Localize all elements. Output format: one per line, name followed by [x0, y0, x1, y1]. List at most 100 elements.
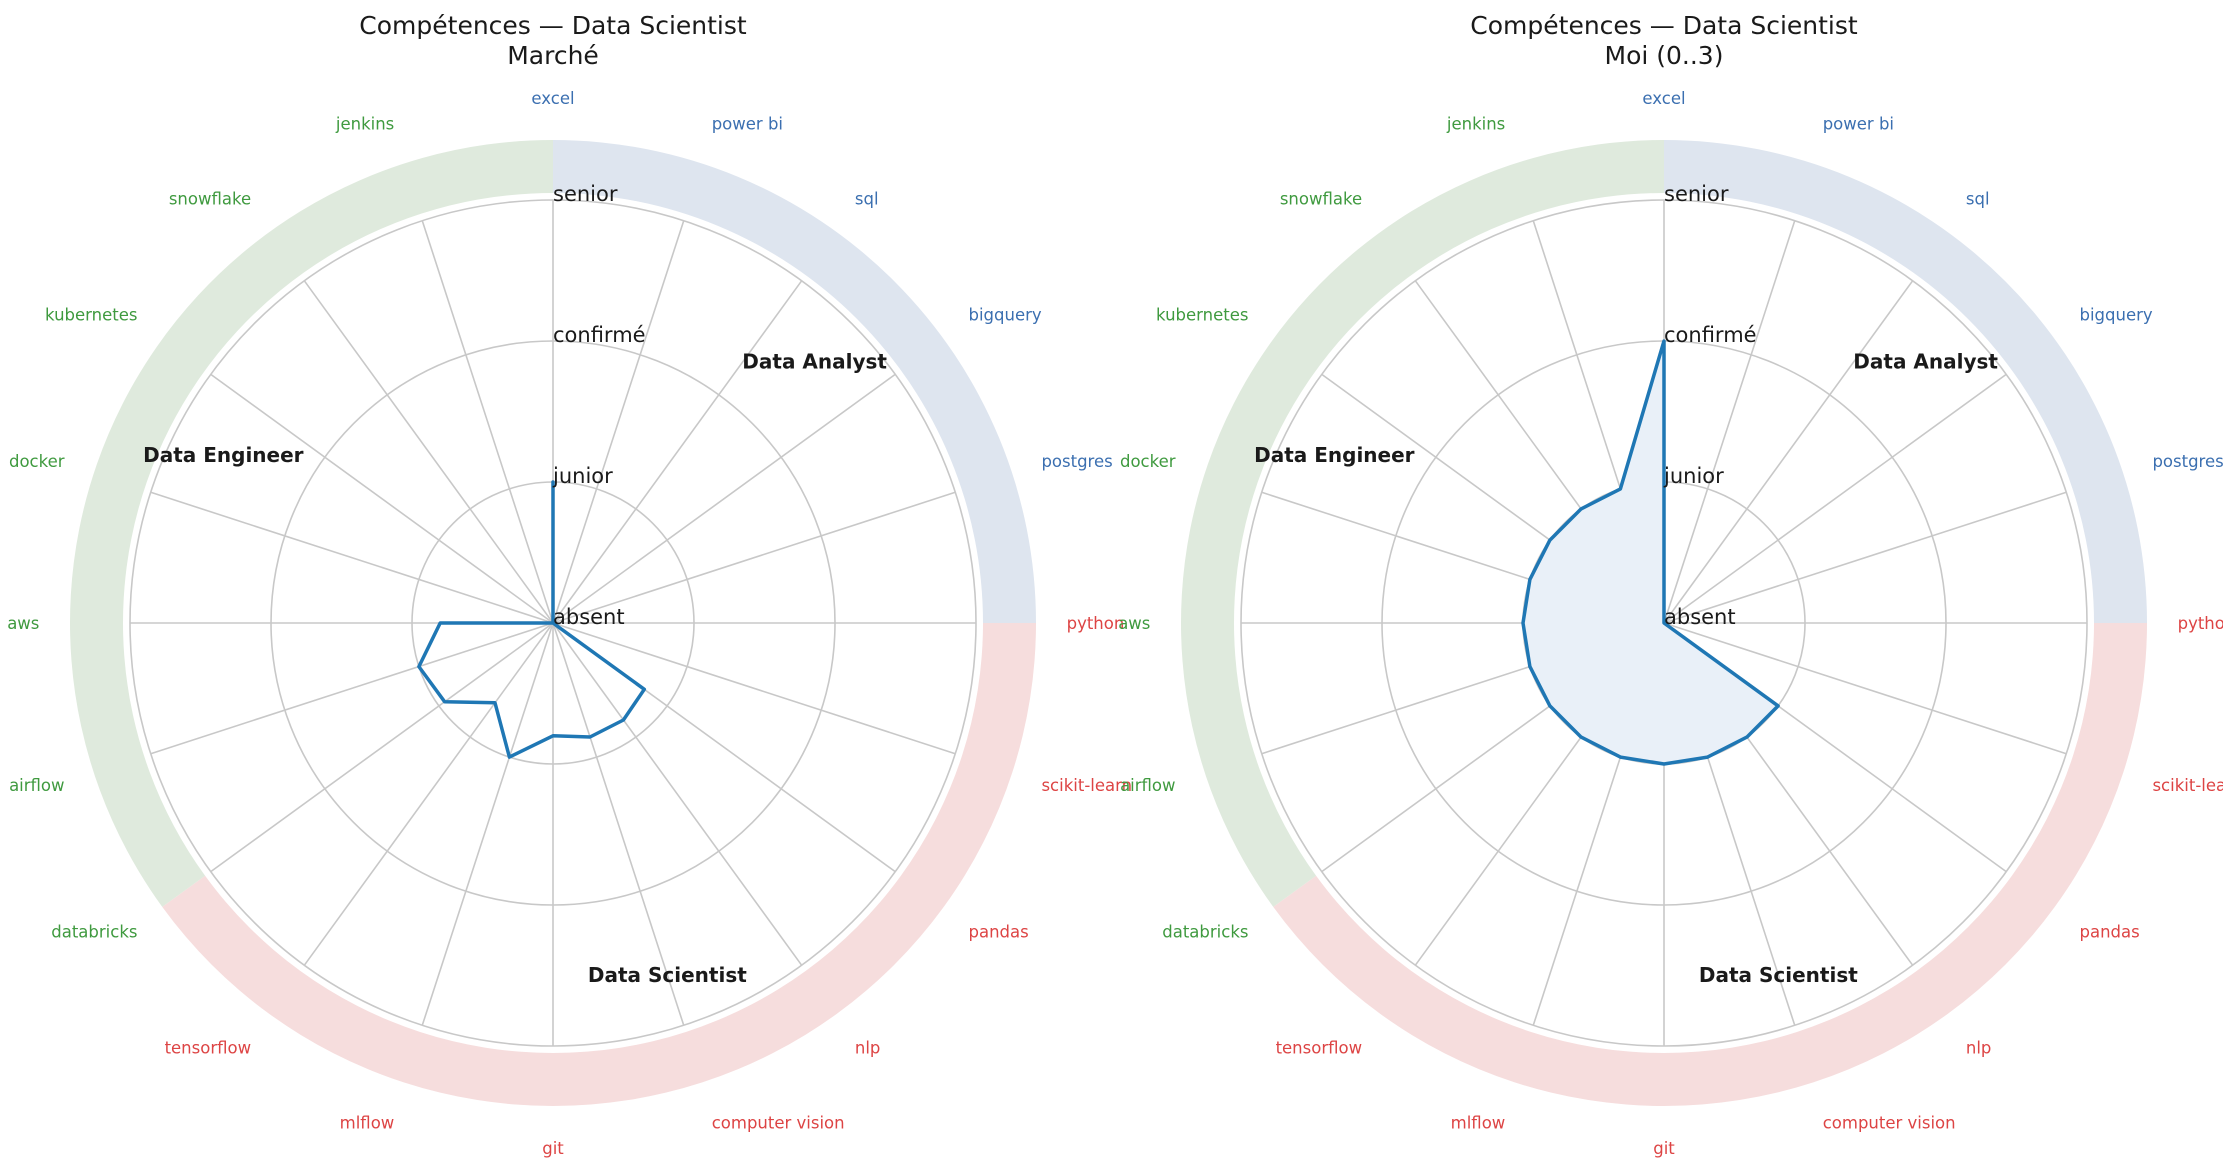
- spoke-docker: [150, 491, 554, 624]
- group-band-data-engineer: [70, 140, 554, 907]
- group-label-data-scientist: Data Scientist: [588, 963, 747, 987]
- skill-label-docker: docker: [1120, 452, 1176, 471]
- group-label-data-engineer: Data Engineer: [1254, 443, 1415, 467]
- grid-ring: [129, 199, 977, 1047]
- skill-label-mlflow: mlflow: [340, 1113, 395, 1132]
- skill-label-snowflake: snowflake: [169, 189, 251, 208]
- spoke-power-bi: [1663, 220, 1796, 624]
- skill-label-bigquery: bigquery: [969, 305, 1042, 324]
- chart-title-line2: Marché: [507, 41, 599, 70]
- skill-labels: excel power bi sql bigquery postgres python sc…: [1118, 89, 2223, 1158]
- skill-label-sql: sql: [1966, 189, 1990, 208]
- ring-label-absent: absent: [1664, 605, 1736, 629]
- skill-label-sql: sql: [855, 189, 879, 208]
- skill-label-postgres: postgres: [1041, 452, 1112, 471]
- skill-label-aws: aws: [1118, 614, 1150, 633]
- skill-label-databricks: databricks: [51, 923, 137, 942]
- chart-title-line1: Compétences — Data Scientist: [359, 11, 747, 40]
- group-labels: Data Analyst Data Scientist Data Engineer: [143, 349, 887, 987]
- spoke-tensorflow: [303, 622, 554, 966]
- skill-label-databricks: databricks: [1162, 923, 1248, 942]
- skill-label-mlflow: mlflow: [1451, 1113, 1506, 1132]
- ring-label-confirm: confirmé: [1664, 323, 1757, 347]
- ring-label-junior: junior: [552, 464, 613, 488]
- spoke-sql: [552, 280, 803, 624]
- spoke-postgres: [1663, 491, 2067, 624]
- spoke-scikit-learn: [552, 622, 956, 755]
- group-label-data-scientist: Data Scientist: [1699, 963, 1858, 987]
- ring-label-absent: absent: [553, 605, 625, 629]
- group-label-data-analyst: Data Analyst: [1853, 349, 1998, 373]
- group-bands: [70, 140, 1036, 1106]
- skill-label-airflow: airflow: [1120, 776, 1175, 795]
- skill-label-power-bi: power bi: [1823, 115, 1894, 134]
- series-polygon: [1521, 339, 1780, 766]
- skill-label-kubernetes: kubernetes: [45, 305, 137, 324]
- radar-series: [1521, 339, 1780, 766]
- group-band-data-scientist: [1273, 623, 2147, 1107]
- spoke-sql: [1663, 280, 1914, 624]
- skill-label-git: git: [1653, 1139, 1675, 1158]
- group-band-data-analyst: [553, 140, 1036, 623]
- spoke-mlflow: [421, 622, 554, 1026]
- ring-label-senior: senior: [1664, 182, 1729, 206]
- ring-label-senior: senior: [553, 182, 618, 206]
- skill-labels: excel power bi sql bigquery postgres python sc…: [7, 89, 1132, 1158]
- radar-panel-market: Compétences — Data Scientist Marché exce…: [7, 11, 1132, 1158]
- skill-label-jenkins: jenkins: [1446, 115, 1505, 134]
- skill-label-tensorflow: tensorflow: [1276, 1039, 1363, 1058]
- skill-label-computer-vision: computer vision: [712, 1113, 845, 1132]
- spoke-bigquery: [1663, 373, 2007, 624]
- skill-label-scikit-learn: scikit-learn: [2152, 776, 2223, 795]
- skill-label-kubernetes: kubernetes: [1156, 305, 1248, 324]
- skill-label-python: python: [2178, 614, 2223, 633]
- radar-series: [417, 480, 647, 759]
- group-band-data-engineer: [1181, 140, 1664, 907]
- spoke-jenkins: [421, 220, 554, 624]
- ring-label-confirm: confirmé: [553, 323, 646, 347]
- spoke-databricks: [210, 622, 554, 873]
- skill-label-snowflake: snowflake: [1280, 189, 1362, 208]
- skill-label-pandas: pandas: [969, 923, 1029, 942]
- skill-label-pandas: pandas: [2080, 923, 2140, 942]
- skill-label-jenkins: jenkins: [335, 115, 394, 134]
- ring-label-junior: junior: [1663, 464, 1724, 488]
- spoke-bigquery: [552, 373, 896, 624]
- ring-labels: absent junior confirmé senior: [1663, 182, 1757, 629]
- spoke-airflow: [150, 622, 554, 755]
- skill-label-power-bi: power bi: [712, 115, 783, 134]
- skill-label-nlp: nlp: [855, 1039, 881, 1058]
- group-labels: Data Analyst Data Scientist Data Engineer: [1254, 349, 1998, 987]
- skill-label-scikit-learn: scikit-learn: [1041, 776, 1132, 795]
- skill-label-excel: excel: [1642, 89, 1685, 108]
- skill-label-nlp: nlp: [1966, 1039, 1992, 1058]
- spoke-snowflake: [303, 280, 554, 624]
- chart-title-line2: Moi (0..3): [1605, 41, 1724, 70]
- grid-ring: [270, 340, 836, 906]
- spoke-nlp: [552, 622, 803, 966]
- group-band-data-analyst: [1664, 140, 2147, 623]
- group-band-data-scientist: [162, 623, 1036, 1106]
- spoke-postgres: [552, 491, 956, 624]
- group-bands: [1181, 140, 2147, 1107]
- ring-labels: absent junior confirmé senior: [552, 182, 646, 629]
- skill-label-docker: docker: [9, 452, 65, 471]
- skill-label-bigquery: bigquery: [2080, 305, 2153, 324]
- spoke-power-bi: [552, 220, 685, 624]
- skill-label-python: python: [1067, 614, 1125, 633]
- spoke-computer-vision: [552, 622, 685, 1026]
- spoke-scikit-learn: [1663, 622, 2067, 755]
- group-label-data-analyst: Data Analyst: [742, 349, 887, 373]
- skill-label-tensorflow: tensorflow: [165, 1039, 252, 1058]
- group-label-data-engineer: Data Engineer: [143, 443, 304, 467]
- skill-label-computer-vision: computer vision: [1823, 1113, 1956, 1132]
- chart-title-line1: Compétences — Data Scientist: [1470, 11, 1858, 40]
- skill-label-airflow: airflow: [9, 776, 64, 795]
- spoke-kubernetes: [210, 373, 554, 624]
- skill-label-postgres: postgres: [2152, 452, 2223, 471]
- skill-label-excel: excel: [531, 89, 574, 108]
- skill-label-aws: aws: [7, 614, 39, 633]
- grid-ring: [1240, 199, 2088, 1047]
- skill-label-git: git: [542, 1139, 564, 1158]
